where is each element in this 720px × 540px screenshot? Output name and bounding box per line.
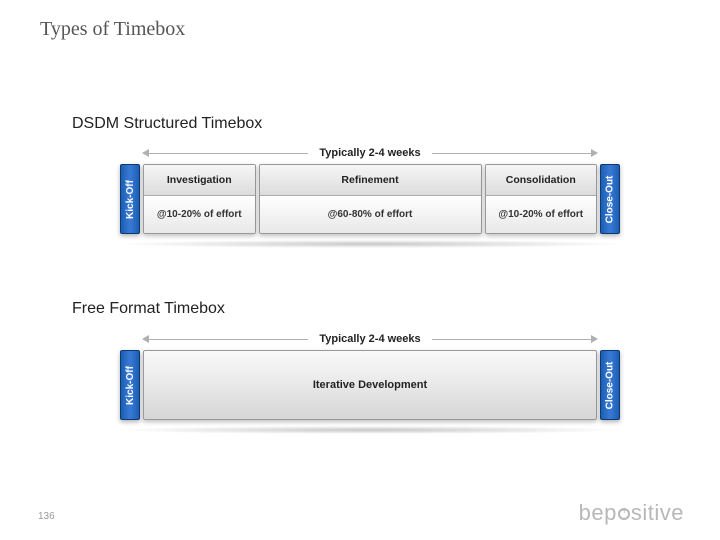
slide-title: Types of Timebox	[40, 18, 185, 41]
logo-text-part1: bep	[579, 500, 617, 526]
phase-effort: @60-80% of effort	[328, 209, 413, 221]
brand-logo: bep sitive	[579, 500, 684, 526]
arrow-right-icon	[591, 149, 598, 157]
phase-name: Consolidation	[506, 174, 576, 186]
duration-bar: Typically 2-4 weeks	[120, 330, 620, 348]
page-number: 136	[38, 511, 55, 522]
arrow-line	[432, 339, 592, 340]
kickoff-label: Kick-Off	[125, 366, 136, 405]
phase-name: Investigation	[167, 174, 232, 186]
duration-bar: Typically 2-4 weeks	[120, 144, 620, 162]
duration-label: Typically 2-4 weeks	[315, 147, 424, 159]
phase-name: Refinement	[341, 174, 398, 186]
phase-effort: @10-20% of effort	[157, 209, 242, 221]
closeout-bar: Close-Out	[600, 164, 620, 234]
arrow-line	[148, 153, 308, 154]
arrow-line	[432, 153, 592, 154]
kickoff-bar: Kick-Off	[120, 164, 140, 234]
phase-bar-row: Kick-Off Investigation @10-20% of effort…	[120, 164, 620, 234]
section-heading-structured: DSDM Structured Timebox	[72, 115, 262, 133]
phase-iterative: Iterative Development	[143, 350, 597, 420]
arrow-line	[148, 339, 308, 340]
logo-text-part2: sitive	[631, 500, 684, 526]
shadow-decoration	[120, 426, 620, 434]
section-heading-free: Free Format Timebox	[72, 300, 225, 318]
phase-name: Iterative Development	[313, 379, 427, 391]
shadow-decoration	[120, 240, 620, 248]
diagram-free-timebox: Typically 2-4 weeks Kick-Off Iterative D…	[120, 330, 620, 434]
duration-label: Typically 2-4 weeks	[315, 333, 424, 345]
kickoff-label: Kick-Off	[125, 180, 136, 219]
phase-refinement: Refinement @60-80% of effort	[259, 164, 482, 234]
phase-consolidation: Consolidation @10-20% of effort	[485, 164, 598, 234]
phase-bar-row: Kick-Off Iterative Development Close-Out	[120, 350, 620, 420]
diagram-structured-timebox: Typically 2-4 weeks Kick-Off Investigati…	[120, 144, 620, 248]
closeout-bar: Close-Out	[600, 350, 620, 420]
closeout-label: Close-Out	[605, 175, 616, 223]
arrow-right-icon	[591, 335, 598, 343]
logo-o-icon	[618, 508, 630, 520]
kickoff-bar: Kick-Off	[120, 350, 140, 420]
closeout-label: Close-Out	[605, 361, 616, 409]
phase-investigation: Investigation @10-20% of effort	[143, 164, 256, 234]
phase-effort: @10-20% of effort	[498, 209, 583, 221]
